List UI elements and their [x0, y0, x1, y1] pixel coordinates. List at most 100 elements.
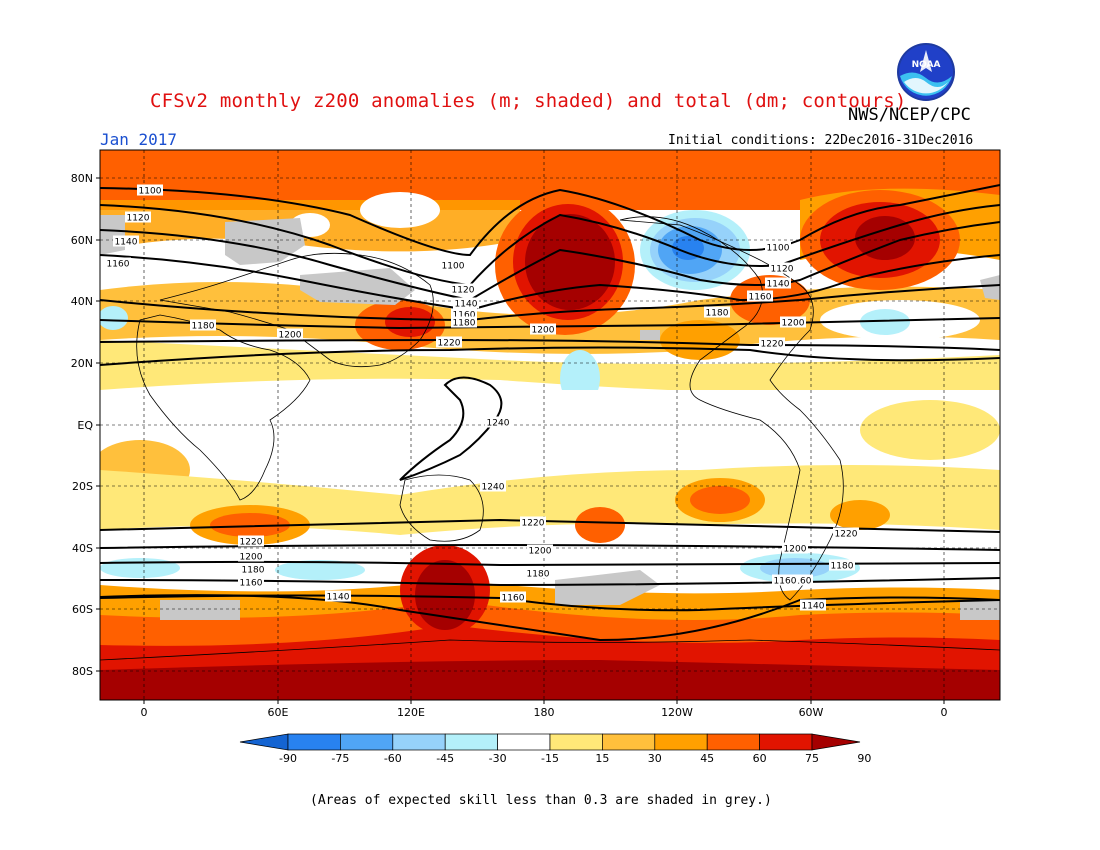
contour-label-bg — [325, 590, 351, 602]
contour-value-label: 1140 — [455, 300, 478, 310]
skill-footnote: (Areas of expected skill less than 0.3 a… — [310, 793, 772, 808]
contour-label-bg — [440, 259, 466, 271]
contour-value-label: 1200 — [529, 547, 552, 557]
colorbar-segment — [549, 733, 603, 751]
contour-value-label: 1220 — [835, 530, 858, 540]
contour-value-label: 1160 — [502, 594, 525, 604]
contour-label-bg — [436, 336, 462, 348]
colorbar-tick-label: -15 — [541, 752, 559, 765]
contour-label-bg — [190, 319, 216, 331]
contour-label-bg — [833, 527, 859, 539]
colorbar-segment — [654, 733, 708, 751]
colorbar-tick-label: -30 — [489, 752, 507, 765]
colorbar-segment — [392, 733, 446, 751]
contour-label-bg — [238, 550, 264, 562]
contour-label-bg — [450, 283, 476, 295]
contour-value-label: 1100 — [442, 262, 465, 272]
contour-value-label: 1200 — [782, 319, 805, 329]
contour-value-label: 1220 — [761, 340, 784, 350]
longitude-label: 120E — [397, 706, 425, 719]
contour-label-bg — [829, 559, 855, 571]
longitude-label: 60W — [799, 706, 824, 719]
contour-label-bg — [105, 257, 131, 269]
longitude-label: 0 — [141, 706, 148, 719]
colorbar-tick-label: 45 — [700, 752, 714, 765]
contour-value-label: 1200 — [279, 331, 302, 341]
longitude-labels: 0 60E 120E 180 120W 60W 0 — [141, 700, 948, 719]
contour-label-bg — [480, 480, 506, 492]
contour-label-bg — [238, 535, 264, 547]
contour-label-bg — [780, 316, 806, 328]
contour-label-bg — [520, 516, 546, 528]
contour-value-label: 1140 — [327, 593, 350, 603]
contour-value-label: 1140 — [115, 238, 138, 248]
contour-value-label: 1200 — [784, 545, 807, 555]
contour-value-label: 1120 — [771, 265, 794, 275]
contour-label-bg — [451, 316, 477, 328]
contour-label-bg — [772, 574, 798, 586]
colorbar-segment — [602, 733, 656, 751]
colorbar-tick-label: 60 — [753, 752, 767, 765]
contour-label-bg — [500, 591, 526, 603]
colorbar-segment — [444, 733, 498, 751]
contour-value-label: 1240 — [487, 419, 510, 429]
contour-label-bg — [238, 576, 264, 588]
contour-value-label: 1140 — [802, 602, 825, 612]
contour-value-label: 1100 — [767, 244, 790, 254]
contour-value-label: 1160 — [774, 577, 797, 587]
noaa-logo-icon: NOAA — [897, 43, 955, 101]
colorbar-tick-label: -75 — [331, 752, 349, 765]
contour-label-bg — [769, 262, 795, 274]
contour-label-bg — [800, 599, 826, 611]
colorbar-tick-label: 15 — [595, 752, 609, 765]
contour-value-label: 1160 — [789, 577, 812, 587]
contour-label-bg — [525, 567, 551, 579]
longitude-label: 180 — [534, 706, 555, 719]
contour-label-bg — [747, 290, 773, 302]
contour-value-label: 1160 — [749, 293, 772, 303]
graticule — [100, 150, 1000, 700]
contour-value-label: 1180 — [453, 319, 476, 329]
latitude-label: 60S — [72, 603, 93, 616]
contour-value-label: 1140 — [767, 280, 790, 290]
forecast-period: Jan 2017 — [100, 130, 178, 149]
contour-label-bg — [277, 328, 303, 340]
contour-value-label: 1180 — [527, 570, 550, 580]
chart-title: CFSv2 monthly z200 anomalies (m; shaded)… — [150, 90, 907, 112]
contour-value-label: 1240 — [482, 483, 505, 493]
contour-label-bg — [451, 308, 477, 320]
colorbar-tick-label: -90 — [279, 752, 297, 765]
longitude-label: 60E — [268, 706, 289, 719]
noaa-logo-text: NOAA — [912, 60, 941, 70]
contour-label-bg — [527, 544, 553, 556]
latitude-label: EQ — [77, 419, 93, 432]
contour-value-label: 1180 — [706, 309, 729, 319]
contour-value-label: 1200 — [240, 553, 263, 563]
latitude-label: 20S — [72, 480, 93, 493]
contour-label-bg — [137, 184, 163, 196]
contour-label-bg — [240, 563, 266, 575]
colorbar-tick-label: 90 — [857, 752, 871, 765]
contour-value-label: 1180 — [831, 562, 854, 572]
contour-value-label: 1220 — [522, 519, 545, 529]
latitude-label: 80S — [72, 665, 93, 678]
colorbar-segment — [759, 733, 813, 751]
contour-label-bg — [453, 297, 479, 309]
contour-value-label: 1160 — [240, 579, 263, 589]
colorbar-segment — [287, 733, 341, 751]
contour-value-label: 1160 — [107, 260, 130, 270]
height-contours — [100, 184, 1000, 642]
contour-value-label: 1180 — [192, 322, 215, 332]
colorbar-left-arrow — [239, 733, 289, 751]
latitude-label: 80N — [71, 172, 93, 185]
agency-label: NWS/NCEP/CPC — [848, 105, 971, 125]
latitude-label: 40S — [72, 542, 93, 555]
contour-value-label: 1200 — [532, 326, 555, 336]
latitude-label: 40N — [71, 295, 93, 308]
colorbar-tick-label: -45 — [436, 752, 454, 765]
contour-value-label: 1100 — [139, 187, 162, 197]
contour-label-bg — [704, 306, 730, 318]
latitude-labels: 80N 60N 40N 20N EQ 20S 40S 60S 80S — [71, 172, 100, 678]
